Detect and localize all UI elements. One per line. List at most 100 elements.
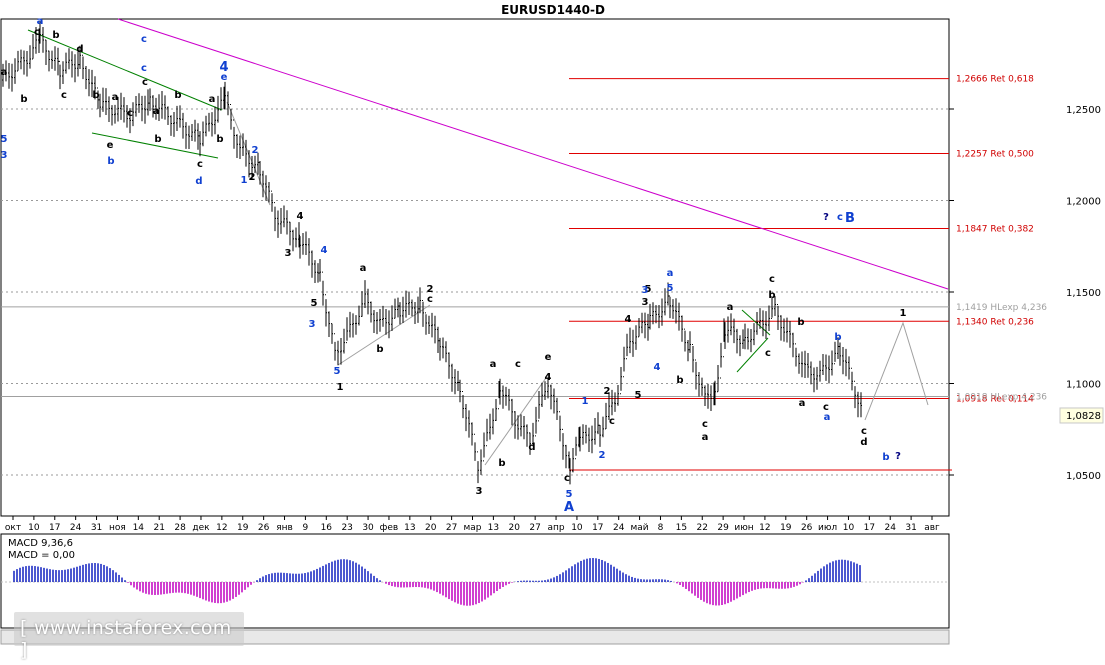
chart-title: EURUSD1440-D <box>501 3 605 17</box>
wave-label-blue: d <box>195 176 202 187</box>
wave-label-black: a <box>153 106 160 117</box>
y-tick-label: 1,1500 <box>1066 288 1101 299</box>
x-tick-label: 19 <box>237 523 249 533</box>
wave-label-black: c <box>61 90 67 101</box>
y-tick-label: 1,0500 <box>1066 471 1101 482</box>
wave-label-blue: a <box>37 16 44 27</box>
trend-line <box>117 18 949 290</box>
wave-label-black: b <box>92 90 99 101</box>
x-tick-label: 23 <box>341 523 352 533</box>
wave-label-black: c <box>197 159 203 170</box>
wave-label-blue: b <box>834 332 841 343</box>
current-price-box <box>1059 407 1104 424</box>
x-tick-label: 10 <box>843 523 855 533</box>
wave-label-black: c <box>515 359 521 370</box>
x-tick-label: 17 <box>49 523 60 533</box>
wave-label-black: b <box>154 134 161 145</box>
x-tick-label: 12 <box>759 523 770 533</box>
x-tick-label: фев <box>380 523 399 533</box>
wave-label-black: a <box>702 432 709 443</box>
wave-label-black: c <box>427 294 433 305</box>
x-tick-label: 20 <box>509 523 521 533</box>
x-tick-label: 30 <box>362 523 374 533</box>
wave-path <box>484 374 549 466</box>
fib-label: 1,2257 Ret 0,500 <box>956 149 1034 159</box>
wave-label-black: 2 <box>427 284 434 295</box>
x-tick-label: 10 <box>28 523 40 533</box>
wave-label-blue: 2 <box>599 450 606 461</box>
x-tick-label: 31 <box>91 523 102 533</box>
gray-level-label: 1,1419 HLexp 4,236 <box>956 303 1047 313</box>
x-tick-label: 17 <box>592 523 603 533</box>
wave-label-black: a <box>727 302 734 313</box>
wave-label-blue: 3 <box>642 285 649 296</box>
x-tick-label: 14 <box>133 523 145 533</box>
wave-label-blue: 1 <box>582 396 589 407</box>
fib-label: 1,2666 Ret 0,618 <box>956 75 1034 85</box>
wave-label-black: d <box>860 437 867 448</box>
x-tick-label: мар <box>463 523 481 533</box>
x-tick-label: 16 <box>321 523 333 533</box>
x-tick-label: 20 <box>425 523 437 533</box>
x-tick-label: июл <box>818 523 837 533</box>
wave-label-blue: B <box>845 211 855 226</box>
wave-label-blue: 1 <box>241 175 248 186</box>
gray-level-label: 1,0918 HLexp 4,236 <box>956 393 1047 403</box>
wave-label-black: b <box>768 290 775 301</box>
wave-label-black: a <box>799 398 806 409</box>
wave-label-black: 4 <box>545 372 552 383</box>
wave-label-black: 5 <box>635 390 642 401</box>
wave-label-black: 1 <box>337 382 344 393</box>
wave-label-black: a <box>360 263 367 274</box>
wave-label-black: b <box>174 90 181 101</box>
x-tick-label: 17 <box>864 523 875 533</box>
macd-label: MACD 9,36,6 <box>8 538 73 549</box>
wave-label-black: a <box>112 92 119 103</box>
x-tick-label: 27 <box>529 523 540 533</box>
wave-label-blue: ? <box>823 212 829 223</box>
x-tick-label: 19 <box>780 523 792 533</box>
wave-label-black: c <box>142 77 148 88</box>
wave-label-black: 1 <box>900 308 907 319</box>
wave-label-black: b <box>20 94 27 105</box>
wave-label-black: 3 <box>476 486 483 497</box>
wave-label-blue: A <box>564 500 574 515</box>
wave-label-blue: a <box>824 412 831 423</box>
wave-label-black: e <box>545 352 552 363</box>
wave-label-black: c <box>564 473 570 484</box>
x-tick-label: 24 <box>613 523 625 533</box>
x-tick-label: 13 <box>404 523 415 533</box>
wave-label-black: c <box>609 416 615 427</box>
x-tick-label: 13 <box>488 523 499 533</box>
x-tick-label: май <box>631 523 649 533</box>
x-tick-label: 10 <box>571 523 583 533</box>
y-tick-label: 1,1000 <box>1066 380 1101 391</box>
wave-label-blue: 5 <box>1 134 8 145</box>
x-tick-label: 8 <box>658 523 664 533</box>
x-tick-label: дек <box>192 523 210 533</box>
x-tick-label: 21 <box>153 523 164 533</box>
wave-label-black: a <box>1 67 8 78</box>
x-tick-label: окт <box>5 523 21 533</box>
wave-label-black: 4 <box>297 211 304 222</box>
wave-label-black: b <box>797 317 804 328</box>
triangle-line <box>736 337 769 373</box>
x-tick-label: 28 <box>174 523 186 533</box>
wave-label-blue: 5 <box>667 283 674 294</box>
x-tick-label: июн <box>734 523 753 533</box>
wave-label-blue: 3 <box>309 319 316 330</box>
x-tick-label: 27 <box>446 523 457 533</box>
wave-label-black: b <box>498 458 505 469</box>
x-tick-label: авг <box>924 523 940 533</box>
wave-label-blue: c <box>837 212 843 223</box>
x-tick-label: апр <box>547 523 564 533</box>
wave-label-black: b <box>52 30 59 41</box>
y-tick-label: 1,2500 <box>1066 105 1101 116</box>
triangle-line <box>91 132 219 159</box>
wave-label-black: e <box>107 140 114 151</box>
wave-label-blue: 5 <box>334 366 341 377</box>
wave-label-blue: 4 <box>321 245 328 256</box>
wave-label-black: c <box>765 348 771 359</box>
x-tick-label: 26 <box>801 523 813 533</box>
